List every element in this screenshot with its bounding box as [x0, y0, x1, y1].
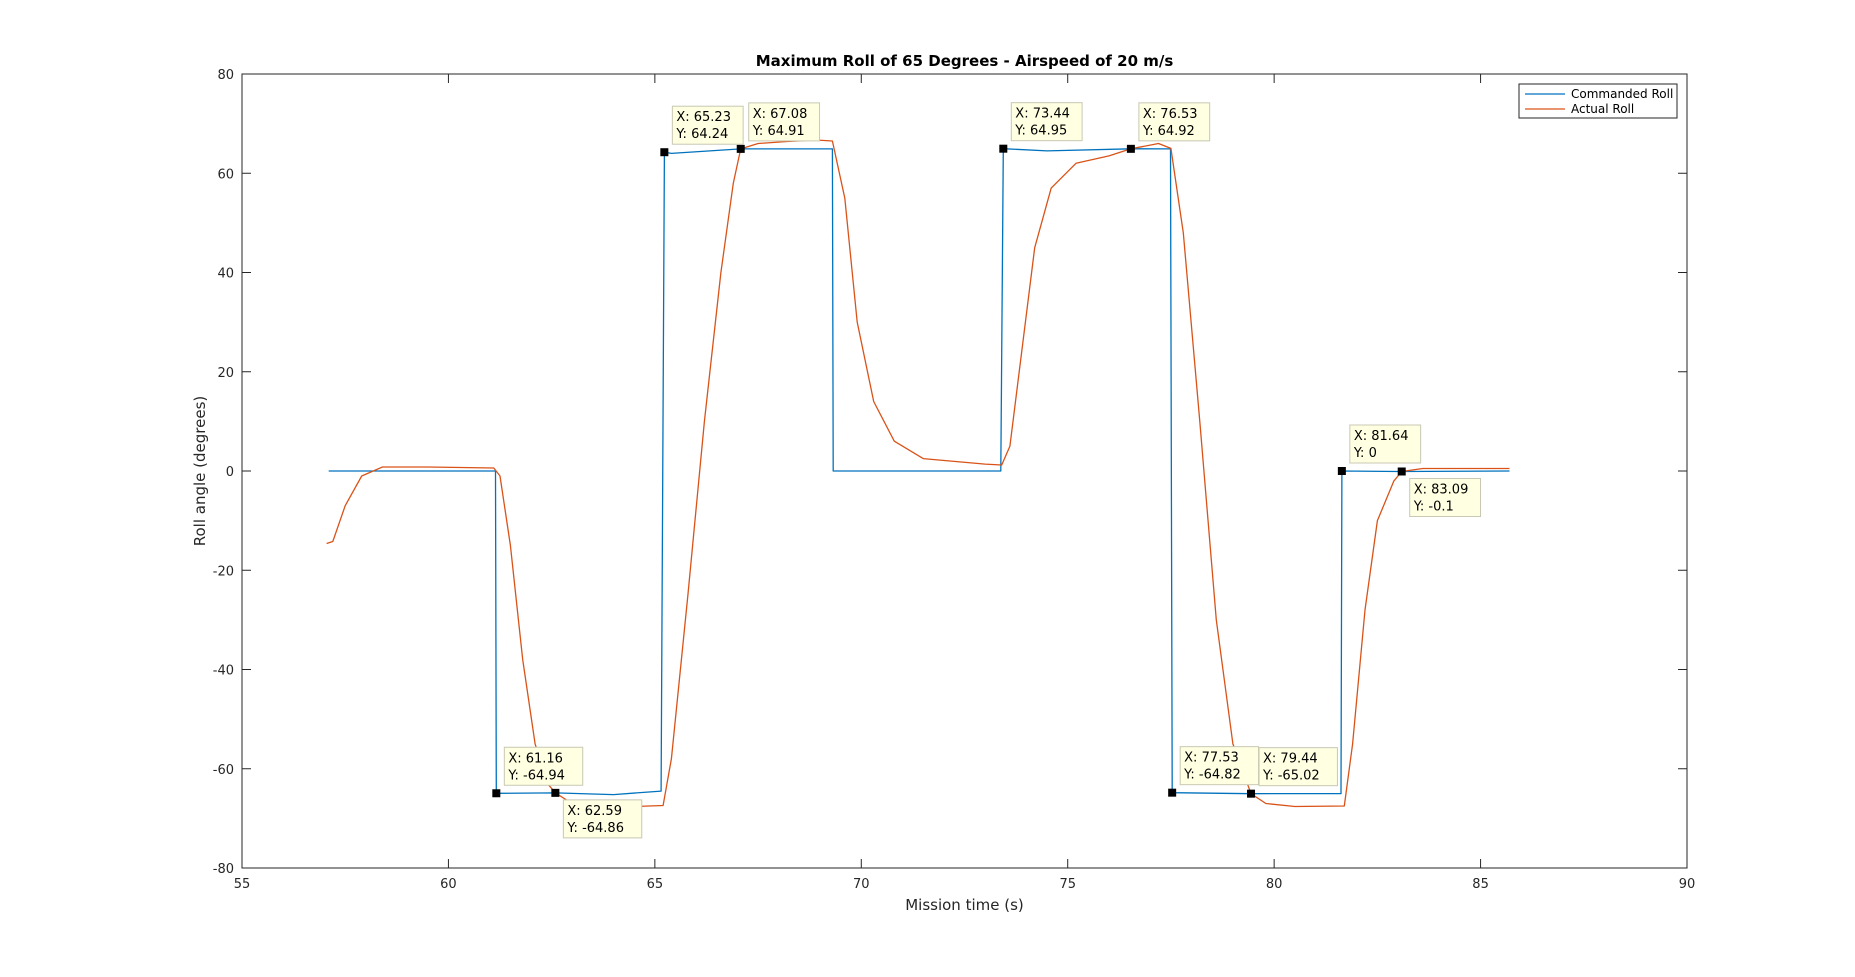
y-axis-title: Roll angle (degrees) — [191, 396, 209, 547]
datatip-box — [1409, 477, 1482, 517]
datatip-x-label: X: 76.53 — [1143, 107, 1198, 122]
y-tick-label: -80 — [213, 862, 234, 877]
y-tick-label: -40 — [213, 664, 234, 679]
datatip-box — [1349, 424, 1422, 464]
y-tick-label: -60 — [213, 763, 234, 778]
datatip-x-label: X: 62.59 — [567, 804, 622, 819]
y-tick-label: 0 — [226, 465, 234, 480]
y-tick-label: 20 — [217, 366, 234, 381]
datatip-box — [1138, 102, 1211, 142]
datatip-box — [503, 746, 584, 786]
legend-box — [1518, 83, 1678, 119]
datatip-marker — [1337, 467, 1346, 475]
datatip-box — [1258, 747, 1338, 787]
chart-title: Maximum Roll of 65 Degrees - Airspeed of… — [756, 52, 1174, 70]
x-axis-title: Mission time (s) — [905, 896, 1024, 914]
datatip-marker — [1397, 467, 1406, 476]
y-tick-label: 40 — [217, 267, 234, 282]
datatip: X: 81.64 Y: 0 — [1337, 424, 1422, 475]
series-line-actual-roll — [326, 139, 1510, 808]
datatip-box — [1010, 102, 1083, 142]
datatips-layer: X: 65.23 Y: 64.24 X: 67.08 Y: 64.91 X: 73.44… — [492, 102, 1482, 839]
datatip: X: 76.53 Y: 64.92 — [1126, 102, 1211, 153]
datatip-marker — [736, 144, 745, 153]
datatip-y-label: Y: 0 — [1353, 446, 1377, 461]
x-tick-label: 90 — [1679, 877, 1696, 892]
x-tick-label: 85 — [1472, 877, 1489, 892]
datatip-y-label: Y: -0.1 — [1413, 499, 1454, 514]
datatip: X: 77.53 Y: -64.82 — [1168, 746, 1260, 797]
datatip-marker — [999, 144, 1008, 153]
datatip-y-label: Y: -64.94 — [507, 768, 565, 783]
datatip: X: 62.59 Y: -64.86 — [551, 788, 643, 839]
ticks-layer: 55 60 65 70 75 80 85 90 -80 -60 -40 -20 0 20 40 60 80 — [213, 68, 1696, 892]
datatip-x-label: X: 73.44 — [1015, 107, 1070, 122]
datatip-x-label: X: 83.09 — [1414, 482, 1469, 497]
legend-label-commanded-roll: Commanded Roll — [1571, 87, 1673, 101]
x-tick-label: 75 — [1059, 877, 1076, 892]
datatip-x-label: X: 65.23 — [676, 110, 731, 125]
datatip-y-label: Y: -64.82 — [1183, 768, 1241, 783]
datatip-marker — [551, 788, 560, 797]
datatip-x-label: X: 67.08 — [753, 107, 808, 122]
datatip: X: 83.09 Y: -0.1 — [1397, 467, 1482, 517]
legend: Commanded Roll Actual Roll — [1518, 83, 1678, 119]
datatip: X: 73.44 Y: 64.95 — [999, 102, 1083, 153]
y-tick-label: -20 — [213, 564, 234, 579]
series-line-commanded-roll — [328, 148, 1510, 796]
datatip-marker — [492, 789, 501, 798]
datatip-box — [671, 105, 744, 145]
datatip-y-label: Y: 64.91 — [752, 124, 805, 139]
datatip: X: 61.16 Y: -64.94 — [492, 746, 584, 798]
datatip-marker — [1247, 789, 1256, 798]
datatip-box — [562, 799, 643, 839]
x-tick-label: 60 — [440, 877, 457, 892]
legend-label-actual-roll: Actual Roll — [1571, 102, 1634, 116]
datatip-y-label: Y: 64.95 — [1014, 124, 1067, 139]
datatip: X: 65.23 Y: 64.24 — [660, 105, 744, 157]
datatip-box — [1179, 746, 1260, 786]
x-tick-label: 70 — [853, 877, 870, 892]
y-tick-label: 60 — [217, 167, 234, 182]
datatip-marker — [1168, 788, 1177, 797]
datatip-marker — [1126, 144, 1135, 153]
datatip-y-label: Y: 64.92 — [1142, 124, 1195, 139]
datatip-y-label: Y: -64.86 — [566, 821, 624, 836]
datatip-box — [748, 102, 821, 142]
datatip-x-label: X: 61.16 — [508, 751, 563, 766]
datatip-x-label: X: 79.44 — [1263, 752, 1318, 767]
x-tick-label: 80 — [1266, 877, 1283, 892]
y-tick-label: 80 — [217, 68, 234, 83]
datatip-x-label: X: 77.53 — [1184, 751, 1239, 766]
x-tick-label: 55 — [234, 877, 251, 892]
datatip-marker — [660, 148, 669, 157]
datatip: X: 67.08 Y: 64.91 — [736, 102, 821, 153]
datatip-x-label: X: 81.64 — [1354, 429, 1409, 444]
datatip-y-label: Y: 64.24 — [675, 127, 728, 142]
series-layer — [326, 139, 1510, 808]
datatip: X: 79.44 Y: -65.02 — [1247, 747, 1338, 798]
x-tick-label: 65 — [647, 877, 664, 892]
datatip-y-label: Y: -65.02 — [1262, 769, 1320, 784]
